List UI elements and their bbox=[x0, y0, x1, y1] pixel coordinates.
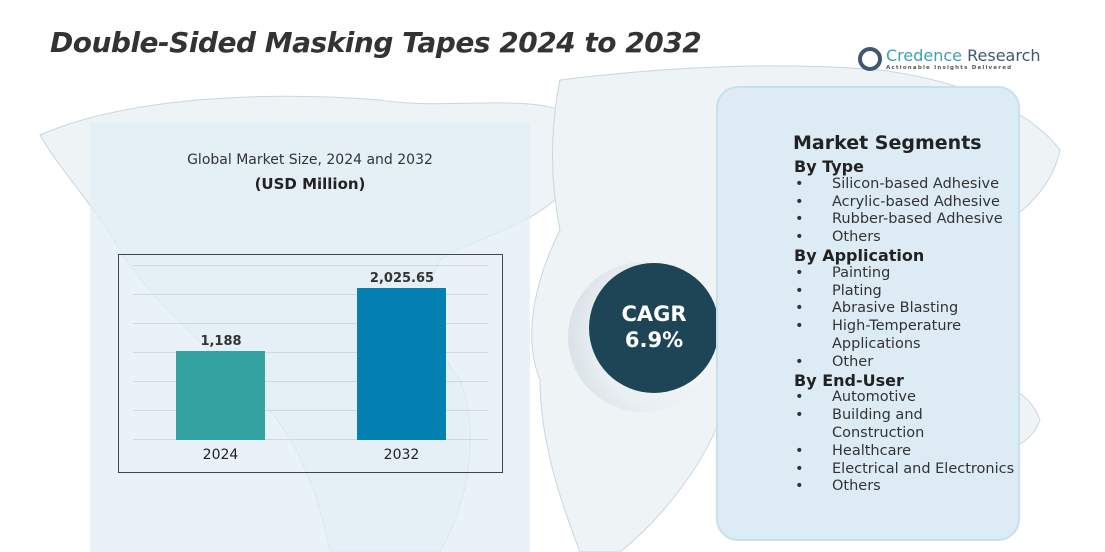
segment-item: • Others bbox=[794, 478, 1019, 496]
credence-research-logo: Credence Research Actionable Insights De… bbox=[858, 46, 1041, 71]
segment-category: By End-User bbox=[794, 370, 904, 390]
cagr-badge: CAGR 6.9% bbox=[589, 263, 719, 393]
logo-name-a: Credence bbox=[886, 46, 963, 65]
segment-item-label: Automotive bbox=[832, 389, 916, 406]
segment-item: • Abrasive Blasting bbox=[794, 300, 1019, 318]
page-title: Double-Sided Masking Tapes 2024 to 2032 bbox=[50, 26, 702, 59]
segment-category: By Type bbox=[794, 157, 864, 176]
x-tick-label: 2024 bbox=[202, 447, 239, 463]
x-tick-label: 2032 bbox=[383, 447, 420, 463]
segment-item-label: Healthcare bbox=[832, 442, 912, 459]
bullet-icon: • bbox=[795, 389, 804, 406]
segment-item-label: Electrical and Electronics bbox=[832, 460, 1015, 477]
bullet-icon: • bbox=[795, 318, 804, 335]
segment-item: • Others bbox=[794, 229, 1019, 247]
bullet-icon: • bbox=[795, 211, 804, 228]
segment-item: • Silicon-based Adhesive bbox=[794, 176, 1019, 194]
segment-item-label: Others bbox=[832, 478, 881, 495]
bullet-icon: • bbox=[795, 478, 804, 495]
gridline bbox=[133, 439, 488, 440]
bullet-icon: • bbox=[795, 264, 804, 281]
cagr-value: 6.9% bbox=[624, 328, 684, 352]
segment-item: • Building and Construction bbox=[794, 407, 1019, 443]
logo-tagline: Actionable Insights Delivered bbox=[886, 65, 1013, 71]
chart-title: Global Market Size, 2024 and 2032 bbox=[187, 152, 433, 168]
chart-unit: (USD Million) bbox=[254, 175, 366, 193]
segment-item: • Plating bbox=[794, 283, 1019, 301]
logo-chart-icon bbox=[858, 46, 882, 71]
segment-item-label: Rubber-based Adhesive bbox=[832, 211, 1003, 228]
segment-item-label: Other bbox=[832, 353, 874, 370]
cagr-label: CAGR bbox=[621, 302, 687, 326]
segment-item-label: Acrylic-based Adhesive bbox=[832, 193, 1000, 210]
bullet-icon: • bbox=[795, 282, 804, 299]
bar-2024 bbox=[176, 350, 265, 440]
bullet-icon: • bbox=[795, 407, 804, 424]
segment-item: • Healthcare bbox=[794, 443, 1019, 461]
bullet-icon: • bbox=[795, 442, 804, 459]
gridline bbox=[133, 294, 488, 295]
segment-item: • Rubber-based Adhesive bbox=[794, 211, 1019, 229]
gridline bbox=[133, 323, 488, 324]
bar-chart: 1,188 2024 2,025.65 2032 bbox=[118, 254, 503, 473]
gridline bbox=[133, 265, 488, 266]
segment-item: • Automotive bbox=[794, 389, 1019, 407]
bar-2032 bbox=[357, 287, 446, 440]
logo-name-b: Research bbox=[962, 46, 1041, 65]
segment-item: • High-Temperature Applications bbox=[794, 318, 1019, 354]
bullet-icon: • bbox=[795, 300, 804, 317]
bullet-icon: • bbox=[795, 353, 804, 370]
segment-item-label: Abrasive Blasting bbox=[832, 300, 959, 317]
market-segments-panel: Market Segments By Type • Silicon-based Ad… bbox=[716, 86, 1020, 541]
segment-item-label: Painting bbox=[832, 264, 891, 281]
value-label: 2,025.65 bbox=[369, 270, 435, 286]
bullet-icon: • bbox=[795, 460, 804, 477]
segment-item: • Painting bbox=[794, 265, 1019, 283]
segment-category: By Application bbox=[794, 245, 925, 265]
segment-item: • Acrylic-based Adhesive bbox=[794, 194, 1019, 212]
segment-item-label: Building and Construction bbox=[832, 407, 925, 441]
bullet-icon: • bbox=[795, 193, 804, 210]
value-label: 1,188 bbox=[200, 333, 242, 349]
segment-item: • Other bbox=[794, 354, 1019, 372]
market-size-panel: Global Market Size, 2024 and 2032 (USD M… bbox=[90, 122, 530, 552]
gridline bbox=[133, 381, 488, 382]
gridline bbox=[133, 352, 488, 353]
segment-item-label: Plating bbox=[832, 282, 882, 299]
segment-item-label: High-Temperature Applications bbox=[832, 318, 962, 352]
gridline bbox=[133, 410, 488, 411]
segments-heading: Market Segments bbox=[793, 132, 982, 154]
segment-item: • Electrical and Electronics bbox=[794, 461, 1019, 479]
bullet-icon: • bbox=[795, 175, 804, 192]
bullet-icon: • bbox=[795, 229, 804, 246]
segment-item-label: Others bbox=[832, 229, 881, 246]
segment-item-label: Silicon-based Adhesive bbox=[832, 175, 999, 192]
